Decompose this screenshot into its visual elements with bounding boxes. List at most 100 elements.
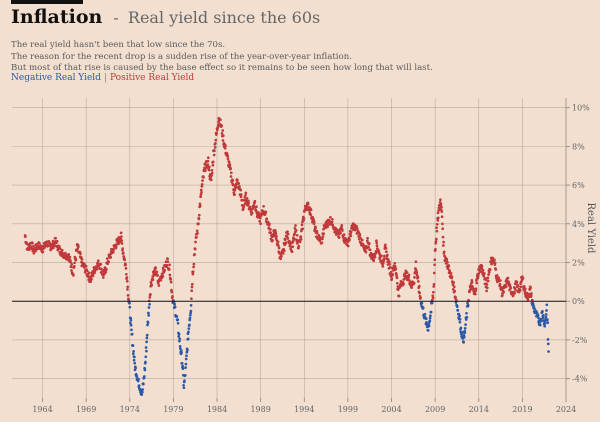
point-positive <box>355 227 359 231</box>
point-positive <box>192 265 195 269</box>
point-negative <box>134 366 137 370</box>
point-positive <box>497 276 501 280</box>
point-positive <box>480 265 484 268</box>
point-negative <box>545 303 549 307</box>
point-positive <box>204 168 207 172</box>
point-negative <box>425 320 428 324</box>
point-positive <box>389 270 393 274</box>
point-negative <box>140 390 144 394</box>
point-positive <box>419 296 422 300</box>
point-positive <box>149 292 152 296</box>
point-positive <box>163 269 167 272</box>
point-positive <box>91 274 95 278</box>
point-positive <box>197 222 200 226</box>
point-positive <box>452 281 456 284</box>
point-negative <box>182 383 185 387</box>
point-positive <box>227 161 231 164</box>
point-positive <box>211 163 215 167</box>
point-positive <box>381 265 385 268</box>
point-positive <box>437 209 440 212</box>
point-positive <box>123 258 127 262</box>
chart-subtitle: Real yield since the 60s <box>127 8 321 27</box>
point-negative <box>458 318 462 321</box>
point-positive <box>341 229 344 232</box>
description-line-1: The real yield hasn't been that low sinc… <box>11 40 226 50</box>
point-positive <box>410 286 413 289</box>
x-tick-label: 1989 <box>250 405 270 414</box>
point-negative <box>188 323 191 327</box>
point-positive <box>487 273 490 276</box>
point-positive <box>284 241 288 245</box>
point-positive <box>264 210 268 214</box>
x-tick-label: 1994 <box>294 405 314 414</box>
point-positive <box>518 289 522 292</box>
point-negative <box>145 340 148 344</box>
chart-header: Inflation - Real yield since the 60s <box>11 6 320 28</box>
point-negative <box>175 314 179 318</box>
point-positive <box>280 254 283 258</box>
point-positive <box>359 236 362 240</box>
point-positive <box>502 290 505 294</box>
point-positive <box>221 139 225 142</box>
point-positive <box>318 239 322 243</box>
point-negative <box>145 336 149 340</box>
point-positive <box>54 236 57 240</box>
point-positive <box>166 257 169 261</box>
point-positive <box>161 275 165 278</box>
point-positive <box>247 201 251 205</box>
point-positive <box>436 211 440 215</box>
point-positive <box>321 235 325 238</box>
point-positive <box>72 264 76 268</box>
point-negative <box>144 355 148 359</box>
point-positive <box>293 227 297 230</box>
point-positive <box>393 265 397 268</box>
point-positive <box>312 222 316 226</box>
point-positive <box>407 279 411 282</box>
point-negative <box>466 303 470 307</box>
point-positive <box>509 286 513 290</box>
point-positive <box>39 245 43 249</box>
point-positive <box>493 261 497 265</box>
point-positive <box>269 231 273 234</box>
point-positive <box>276 240 280 244</box>
point-positive <box>405 271 409 275</box>
point-positive <box>433 263 436 267</box>
point-positive <box>190 297 193 301</box>
point-positive <box>438 206 441 210</box>
point-positive <box>105 268 108 271</box>
point-positive <box>148 296 152 299</box>
point-positive <box>513 291 516 295</box>
point-positive <box>124 263 127 267</box>
point-positive <box>395 276 399 280</box>
point-positive <box>193 247 197 251</box>
point-positive <box>69 265 73 269</box>
point-positive <box>435 229 439 233</box>
point-positive <box>100 267 103 271</box>
point-positive <box>235 185 238 189</box>
point-positive <box>485 289 488 293</box>
point-positive <box>436 216 440 220</box>
point-positive <box>286 237 290 240</box>
point-positive <box>490 262 493 266</box>
point-positive <box>432 290 435 294</box>
point-negative <box>465 315 469 319</box>
point-positive <box>481 268 485 272</box>
point-negative <box>145 349 148 353</box>
point-positive <box>495 274 499 277</box>
point-positive <box>192 262 196 266</box>
chart-description: The real yield hasn't been that low sinc… <box>11 40 433 75</box>
point-positive <box>168 273 172 277</box>
point-positive <box>295 233 299 237</box>
point-positive <box>442 250 446 254</box>
point-positive <box>291 245 295 249</box>
point-positive <box>475 281 479 285</box>
point-negative <box>428 319 432 323</box>
point-positive <box>385 250 388 254</box>
point-positive <box>226 157 230 161</box>
point-positive <box>367 245 370 249</box>
point-positive <box>416 276 420 279</box>
point-positive <box>195 235 198 239</box>
point-positive <box>382 257 386 260</box>
point-negative <box>545 309 548 312</box>
point-positive <box>366 236 369 240</box>
